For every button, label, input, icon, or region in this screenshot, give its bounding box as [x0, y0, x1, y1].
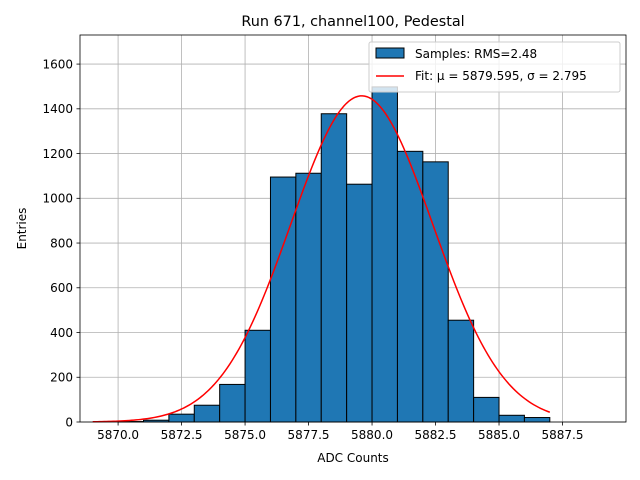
legend-histogram-label: Samples: RMS=2.48	[415, 47, 537, 61]
histogram-bar	[473, 396, 500, 423]
histogram-bar	[371, 86, 398, 423]
y-tick-label: 800	[50, 236, 73, 250]
x-tick-label: 5882.5	[415, 428, 457, 442]
y-tick-label: 1600	[42, 57, 73, 71]
histogram-bar	[193, 404, 221, 423]
histogram-bar	[244, 329, 271, 423]
histogram-bar	[498, 414, 525, 423]
histogram-bar	[346, 183, 373, 423]
plot-frame	[79, 34, 627, 423]
legend-histogram-swatch	[375, 47, 405, 59]
y-tick-label: 0	[65, 415, 73, 429]
histogram-bar	[523, 417, 551, 423]
x-tick-label: 5880.0	[351, 428, 393, 442]
y-tick-label: 1400	[42, 102, 73, 116]
x-tick-label: 5872.5	[161, 428, 203, 442]
y-tick-label: 400	[50, 326, 73, 340]
histogram-bar	[219, 383, 246, 423]
x-axis-label: ADC Counts	[317, 451, 389, 465]
fit-curve-layer	[92, 95, 551, 423]
y-axis-label: Entries	[15, 208, 29, 250]
fit-curve	[92, 95, 551, 423]
y-tick-label: 200	[50, 371, 73, 385]
legend-fit-label: Fit: μ = 5879.595, σ = 2.795	[415, 69, 587, 83]
x-tick-label: 5877.5	[288, 428, 330, 442]
y-tick-label: 600	[50, 281, 73, 295]
x-tick-label: 5887.5	[542, 428, 584, 442]
axis-ticks: 5870.0 5872.5 5875.0 5877.5 5880.0 5882.5 5885…	[42, 57, 583, 442]
histogram-bar	[168, 413, 195, 423]
x-tick-label: 5870.0	[97, 428, 139, 442]
histogram-bar	[422, 161, 449, 423]
x-tick-label: 5885.0	[478, 428, 520, 442]
histogram-bar	[396, 150, 424, 423]
histogram-bars	[117, 86, 551, 423]
legend-box	[368, 41, 621, 93]
histogram-bar	[295, 172, 322, 423]
legend: Samples: RMS=2.48 Fit: μ = 5879.595, σ =…	[368, 41, 621, 93]
y-tick-label: 1000	[42, 192, 73, 206]
chart-title: Run 671, channel100, Pedestal	[241, 14, 464, 30]
histogram-bar	[269, 176, 297, 423]
histogram-bar	[320, 113, 348, 423]
histogram-bar	[447, 319, 475, 423]
x-tick-label: 5875.0	[224, 428, 266, 442]
y-tick-label: 1200	[42, 147, 73, 161]
